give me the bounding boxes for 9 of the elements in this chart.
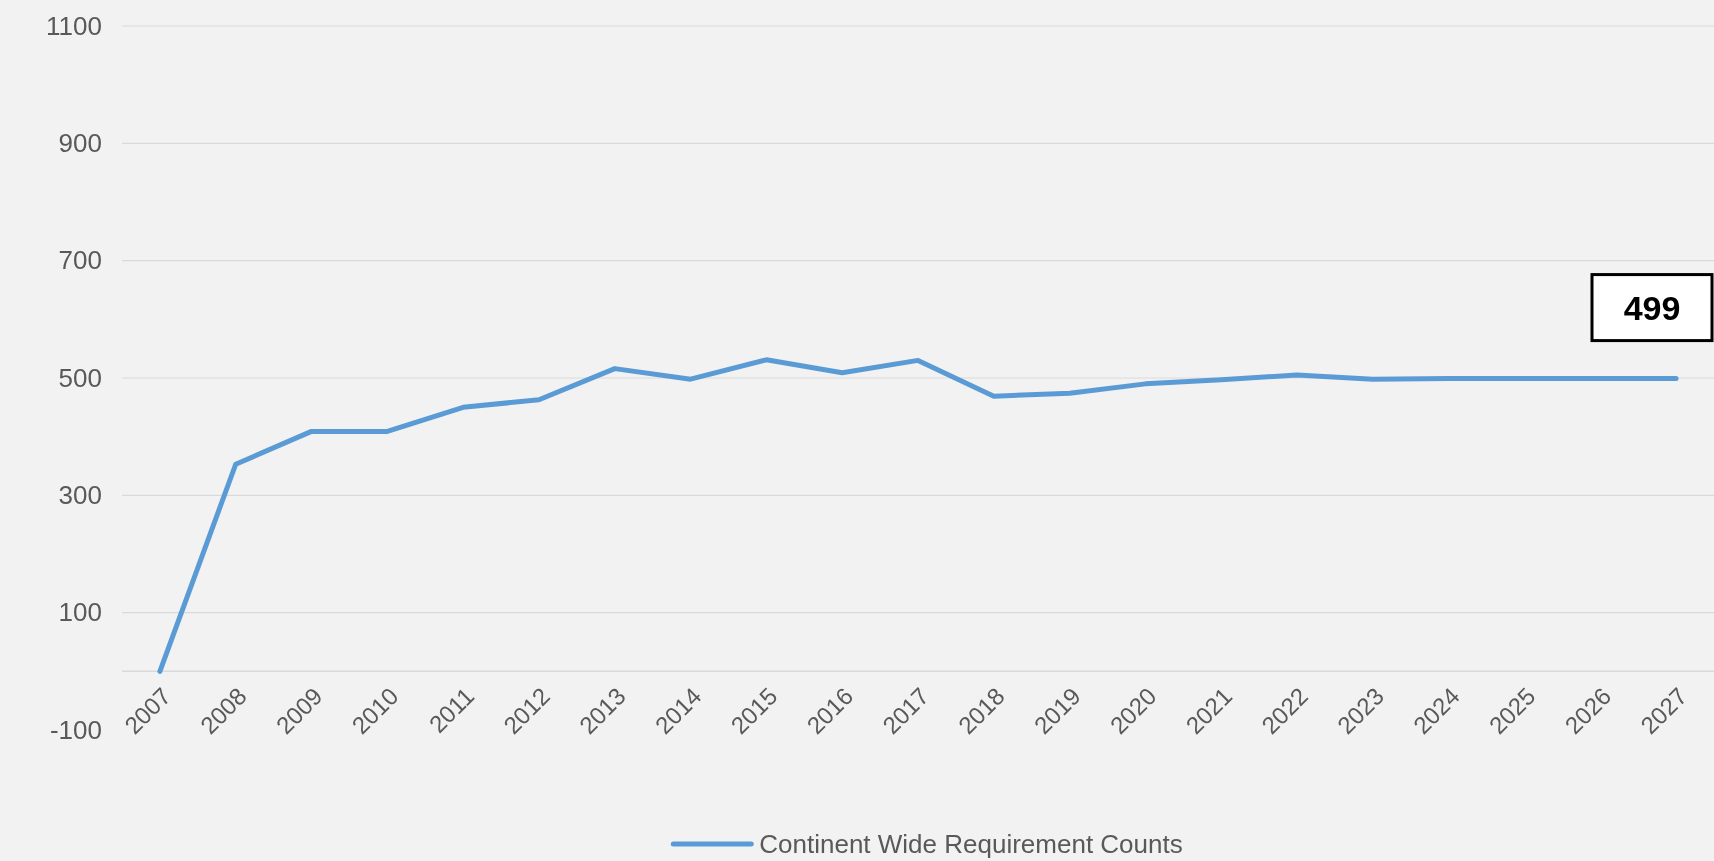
y-tick-label: 700: [58, 245, 102, 276]
legend-label: Continent Wide Requirement Counts: [759, 829, 1183, 859]
data-label: 499: [1623, 288, 1681, 327]
y-tick-label: 900: [58, 128, 102, 159]
y-tick-label: 300: [58, 480, 102, 511]
y-tick-label: 500: [58, 362, 102, 393]
y-tick-label: 100: [58, 597, 102, 628]
y-tick-label: -100: [49, 714, 102, 745]
y-tick-label: 1100: [46, 10, 102, 41]
